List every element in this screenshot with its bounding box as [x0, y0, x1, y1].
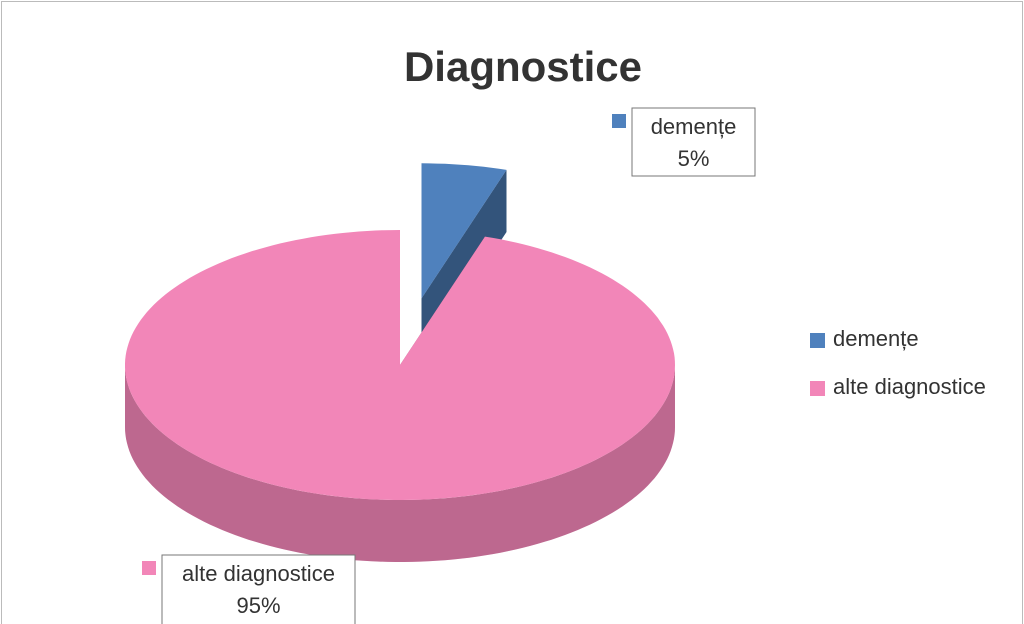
data-label-name: demențe	[651, 114, 737, 139]
data-label-box	[631, 107, 756, 177]
slice	[125, 230, 675, 500]
legend: demențe alte diagnostice	[810, 326, 986, 399]
data-label-value: 95%	[236, 593, 280, 618]
data-label-key	[612, 114, 626, 128]
legend-key	[810, 381, 825, 396]
slice	[421, 163, 507, 299]
slice-shade	[125, 365, 675, 562]
chart-title: Diagnostice	[404, 43, 642, 90]
data-label-key	[142, 561, 156, 575]
pie	[125, 163, 675, 562]
data-label-box	[161, 554, 356, 624]
slice-side	[125, 365, 675, 562]
legend-label: alte diagnostice	[833, 374, 986, 399]
legend-label: demențe	[833, 326, 919, 351]
legend-key	[810, 333, 825, 348]
data-labels: demențe 5% alte diagnostice 95%	[142, 107, 756, 624]
data-label-value: 5%	[678, 146, 710, 171]
data-label-name: alte diagnostice	[182, 561, 335, 586]
